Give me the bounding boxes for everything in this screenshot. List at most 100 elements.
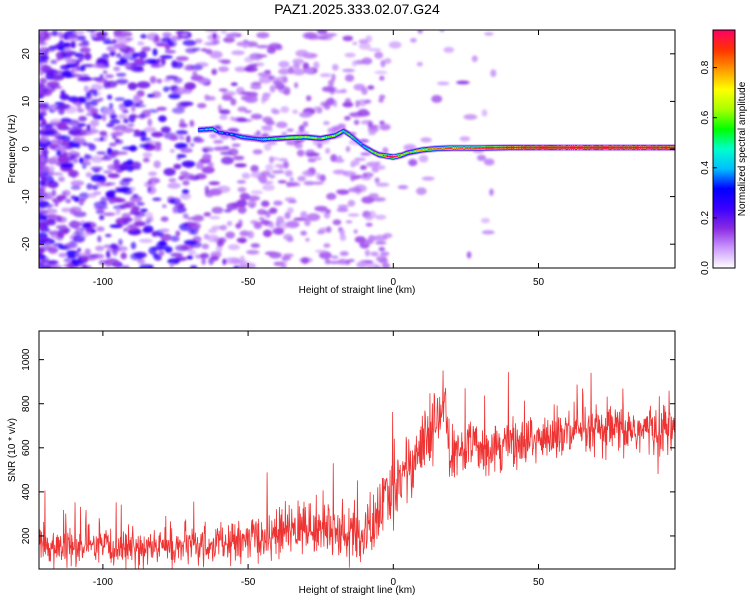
spectrogram-cell <box>456 80 470 85</box>
spectrogram-noise <box>39 30 497 268</box>
spectrogram-cell <box>140 33 147 39</box>
spectrogram-cell <box>366 263 380 268</box>
ridge-cell <box>495 146 498 149</box>
spectrogram-cell <box>50 59 58 65</box>
ridge-cell <box>407 151 410 154</box>
ridge-cell <box>568 146 571 149</box>
spectrogram-cell <box>231 143 241 147</box>
ridge-cell <box>448 147 451 149</box>
spectrogram-cell <box>170 35 178 42</box>
spectrogram-cell <box>39 135 50 144</box>
spectrogram-cell <box>418 154 429 163</box>
spectrogram-cell <box>115 139 124 145</box>
spectrogram-cell <box>138 51 147 59</box>
ridge-cell <box>465 147 468 149</box>
spectrogram-cell <box>364 99 372 104</box>
spectrogram-cell <box>156 241 168 249</box>
spectrogram-cell <box>113 159 121 167</box>
spectrogram-cell <box>130 252 144 261</box>
spectrogram-cell <box>218 66 229 73</box>
ridge-cell <box>636 146 638 149</box>
spectrogram-cell <box>262 184 275 191</box>
spectrogram-cell <box>281 256 291 261</box>
ridge-cell <box>334 134 336 137</box>
spectrogram-cell <box>237 186 247 193</box>
ridge-cell <box>304 136 307 138</box>
ridge-cell <box>298 136 301 139</box>
ridge-cell <box>262 138 265 141</box>
ridge-cell <box>576 146 578 149</box>
ridge-cell <box>291 136 294 139</box>
spectrogram-cell <box>236 237 248 244</box>
spectrogram-cell <box>316 172 321 180</box>
spectrogram-cell <box>382 147 389 154</box>
spectrogram-cell <box>220 30 227 35</box>
ridge-cell <box>375 152 378 155</box>
ridge-cell <box>413 150 416 153</box>
spectrogram-cell <box>481 230 495 235</box>
spectrogram-cell <box>133 129 141 135</box>
spectrogram-cell <box>388 41 402 49</box>
colorbar-tick-label: 0.2 <box>700 211 711 225</box>
spectrogram-x-ticks: -100 -50 0 50 <box>93 30 545 288</box>
ridge-cell <box>593 146 596 149</box>
spectrogram-cell <box>231 50 245 56</box>
spectrogram-cell <box>345 220 353 224</box>
ridge-cell <box>641 146 643 149</box>
ridge-cell <box>571 146 574 149</box>
spectrogram-cell <box>71 261 78 266</box>
ridge-cell <box>670 146 673 149</box>
spectrogram-cell <box>354 236 366 244</box>
spectrogram-cell <box>103 170 113 174</box>
ridge-cell <box>313 137 316 139</box>
spectrogram-cell <box>417 30 423 34</box>
spectrogram-cell <box>239 230 250 237</box>
ridge-cell <box>222 132 225 134</box>
spectrogram-cell <box>147 118 153 127</box>
spectrogram-cell <box>280 106 290 113</box>
ridge-cell <box>633 146 636 149</box>
ridge-cell <box>389 155 391 158</box>
spectrogram-cell <box>91 155 103 163</box>
spectrogram-cell <box>358 42 371 50</box>
ridge-cell <box>265 138 267 141</box>
spectrogram-cell <box>121 212 131 219</box>
ridge-cell <box>199 129 202 131</box>
spectrogram-cell <box>121 177 133 182</box>
ridge-cell <box>440 147 443 150</box>
spectrogram-cell <box>101 113 107 122</box>
ridge-cell <box>517 146 519 149</box>
y-tick-label: 600 <box>21 439 32 456</box>
spectrogram-cell <box>78 115 87 122</box>
spectrogram-cell <box>301 170 314 176</box>
ridge-cell <box>229 133 232 135</box>
spectrogram-cell <box>90 166 103 171</box>
ridge-cell <box>456 147 458 149</box>
spectrogram-cell <box>332 64 339 71</box>
spectrogram-cell <box>292 109 299 114</box>
spectrogram-cell <box>119 204 132 209</box>
spectrogram-cell <box>250 84 262 90</box>
spectrogram-cell <box>301 257 310 264</box>
spectrogram-cell <box>50 172 64 176</box>
spectrogram-cell <box>355 100 360 108</box>
spectrogram-cell <box>132 52 140 58</box>
spectrogram-cell <box>40 175 48 181</box>
ridge-cell <box>654 146 657 149</box>
spectrogram-cell <box>174 202 186 209</box>
ridge-cell <box>343 130 346 132</box>
spectrogram-cell <box>115 217 129 226</box>
spectrogram-cell <box>40 179 46 187</box>
spectrogram-cell <box>201 166 215 174</box>
ridge-cell <box>667 146 670 149</box>
spectrogram-cell <box>39 155 46 164</box>
spectrogram-cell <box>163 168 176 176</box>
spectrogram-cell <box>136 201 145 206</box>
spectrogram-cell <box>63 50 78 56</box>
spectrogram-cell <box>102 70 108 75</box>
spectrogram-cell <box>378 94 386 100</box>
spectrogram-cell <box>114 262 121 268</box>
ridge-cell <box>275 137 277 140</box>
spectrogram-cell <box>136 81 151 89</box>
ridge-cell <box>535 146 538 149</box>
